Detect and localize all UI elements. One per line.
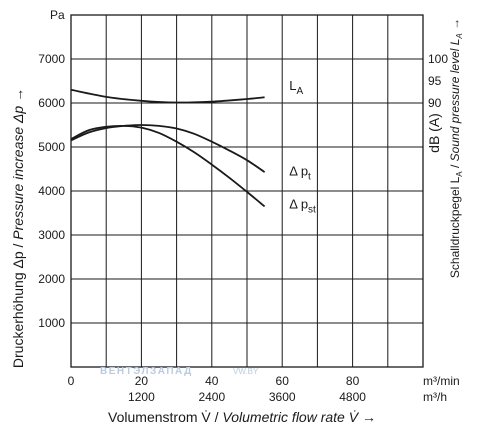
x-axis-title-en: Volumetric flow rate V̇ → — [222, 409, 376, 425]
right-tick-label-1: 95 — [428, 74, 442, 88]
x-tick-bottom-label-0: 1200 — [128, 390, 155, 404]
x-tick-top-label-2: 40 — [205, 374, 219, 388]
right-axis-title-mid: / — [448, 161, 462, 171]
series-label-sub-1: t — [308, 172, 311, 183]
x-tick-bottom-label-2: 3600 — [269, 390, 296, 404]
series-line-1 — [70, 124, 266, 173]
tick-labels: 1000 2000 3000 4000 5000 6000 7000 0 20 40 60 80 120… — [38, 52, 448, 404]
right-axis-unit: dB (A) — [426, 113, 442, 153]
right-tick-label-0: 100 — [428, 52, 448, 66]
right-axis-title-sub2: A — [455, 33, 464, 39]
x-tick-top-label-4: 80 — [346, 374, 360, 388]
series-label-sub-2: st — [308, 205, 316, 216]
series-label-main-1: Δ p — [289, 164, 308, 179]
curves: LAΔ ptΔ pst — [70, 78, 316, 216]
y-axis-title-de: Druckerhöhung Δp / — [10, 240, 26, 368]
y-tick-label-2: 3000 — [38, 228, 65, 242]
x-unit-bottom-label: m³/h — [423, 390, 447, 404]
right-axis-title: Schalldruckpegel LA / Sound pressure lev… — [448, 18, 464, 278]
x-tick-bottom-label-3: 4800 — [339, 390, 366, 404]
y-tick-label-5: 6000 — [38, 96, 65, 110]
right-axis-title-arrow: → — [448, 18, 462, 33]
series-label-main-0: L — [289, 78, 296, 93]
series-label-0: LA — [289, 78, 303, 97]
series-label-1: Δ pt — [289, 164, 311, 183]
watermark-sub: VW.BY — [233, 367, 259, 376]
right-axis-title-sub1: A — [455, 171, 464, 177]
y-tick-label-4: 5000 — [38, 140, 65, 154]
right-axis-title-en: Sound pressure level L — [448, 39, 462, 162]
right-axis-title-de: Schalldruckpegel L — [448, 176, 462, 278]
series-label-main-2: Δ p — [289, 197, 308, 212]
x-axis-title: Volumenstrom V̇ / Volumetric flow rate V… — [108, 409, 376, 425]
y-axis-title-en: Pressure increase Δp → — [10, 88, 26, 240]
x-tick-bottom-label-1: 2400 — [198, 390, 225, 404]
y-axis-title: Druckerhöhung Δp / Pressure increase Δp … — [10, 88, 26, 368]
series-label-sub-0: A — [296, 86, 303, 97]
x-axis-title-de: Volumenstrom V̇ / — [108, 409, 222, 425]
x-tick-top-label-3: 60 — [276, 374, 290, 388]
y-tick-label-3: 4000 — [38, 184, 65, 198]
y-tick-label-6: 7000 — [38, 52, 65, 66]
x-tick-top-label-1: 20 — [135, 374, 149, 388]
series-line-0 — [70, 88, 265, 104]
x-unit-top-label: m³/min — [423, 374, 460, 388]
right-tick-label-2: 90 — [428, 96, 442, 110]
y-tick-label-0: 1000 — [38, 316, 65, 330]
y-unit-label: Pa — [50, 8, 65, 22]
series-label-2: Δ pst — [289, 197, 316, 216]
plot-frame — [70, 14, 424, 368]
series-line-2 — [70, 124, 266, 208]
watermark-main: ВЕНТЭЛЗАПАД — [100, 366, 193, 377]
x-tick-top-label-0: 0 — [68, 374, 75, 388]
y-tick-label-1: 2000 — [38, 272, 65, 286]
